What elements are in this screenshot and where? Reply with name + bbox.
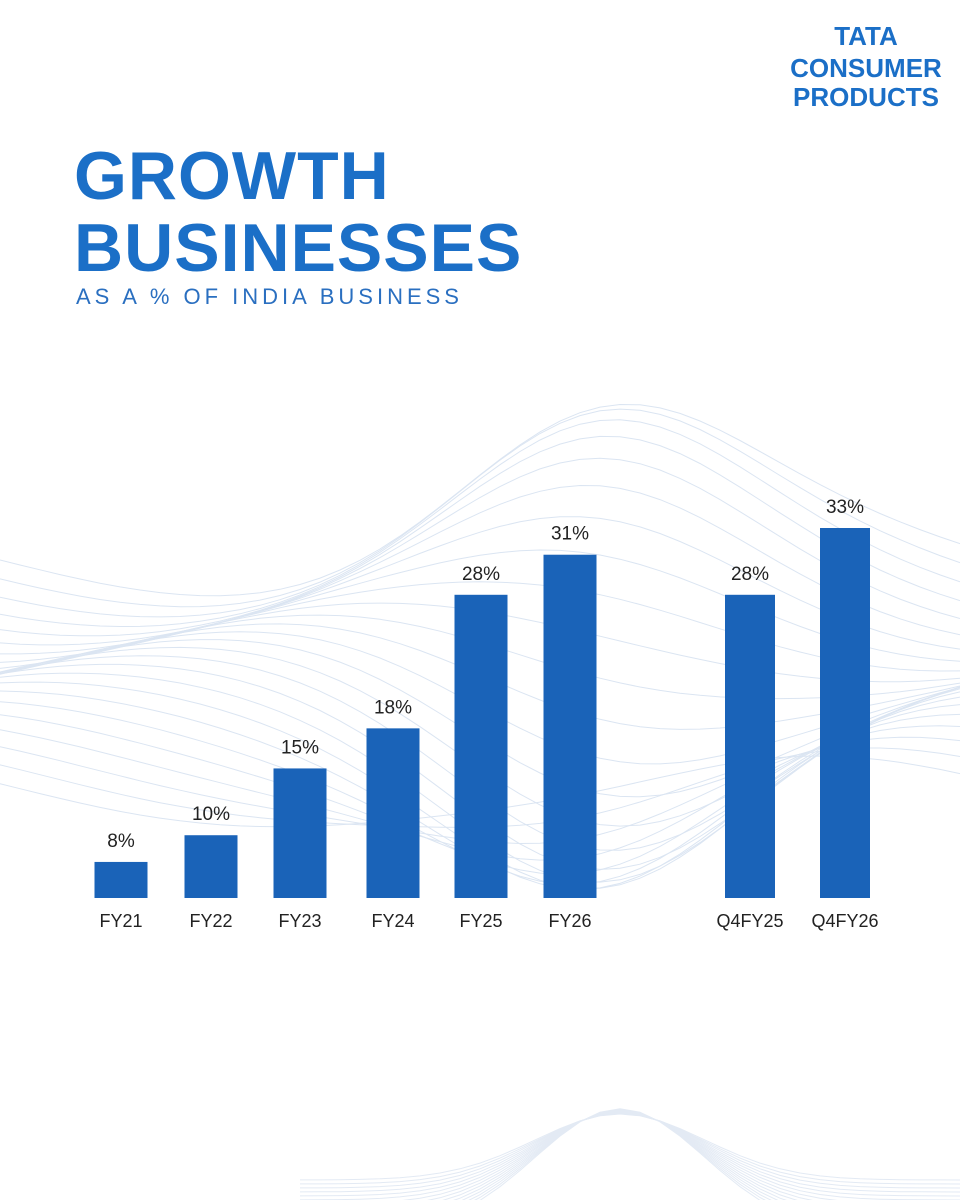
- x-tick-label: FY24: [371, 911, 414, 931]
- bar: [543, 554, 597, 898]
- x-tick-label: FY22: [189, 911, 232, 931]
- bar: [184, 835, 238, 898]
- wave: [0, 484, 960, 646]
- wave: [0, 435, 960, 628]
- value-label: 33%: [826, 497, 864, 518]
- value-label: 8%: [107, 831, 135, 852]
- wave: [300, 1112, 960, 1189]
- brand-line: TATA: [834, 21, 898, 51]
- value-label: 18%: [374, 697, 412, 718]
- wave: [300, 1113, 960, 1181]
- x-tick-label: FY23: [278, 911, 321, 931]
- x-tick-label: FY26: [548, 911, 591, 931]
- value-label: 10%: [192, 804, 230, 825]
- value-label: 28%: [731, 564, 769, 585]
- value-label: 31%: [551, 524, 589, 545]
- bar: [366, 728, 420, 898]
- x-tick-label: Q4FY26: [811, 911, 878, 931]
- x-tick-label: FY25: [459, 911, 502, 931]
- wave: [0, 581, 960, 672]
- bar: [820, 528, 870, 898]
- value-label: 15%: [281, 737, 319, 758]
- chart-title: GROWTH BUSINESSES: [74, 138, 523, 286]
- wave: [300, 1113, 960, 1185]
- x-tick-label: FY21: [99, 911, 142, 931]
- bar: [273, 768, 327, 898]
- brand-line: CONSUMER: [790, 53, 942, 83]
- bar: [454, 594, 508, 898]
- chart-subtitle: AS A % OF INDIA BUSINESS: [76, 284, 463, 309]
- wave: [479, 1108, 761, 1200]
- wave: [0, 408, 960, 608]
- bar: [725, 594, 775, 898]
- x-tick-label: Q4FY25: [716, 911, 783, 931]
- brand-line: PRODUCTS: [793, 82, 939, 112]
- wave: [0, 419, 960, 618]
- bar: [94, 861, 148, 898]
- value-label: 28%: [462, 564, 500, 585]
- wave: [0, 457, 960, 637]
- wave: [299, 1111, 960, 1197]
- wave: [299, 1112, 960, 1193]
